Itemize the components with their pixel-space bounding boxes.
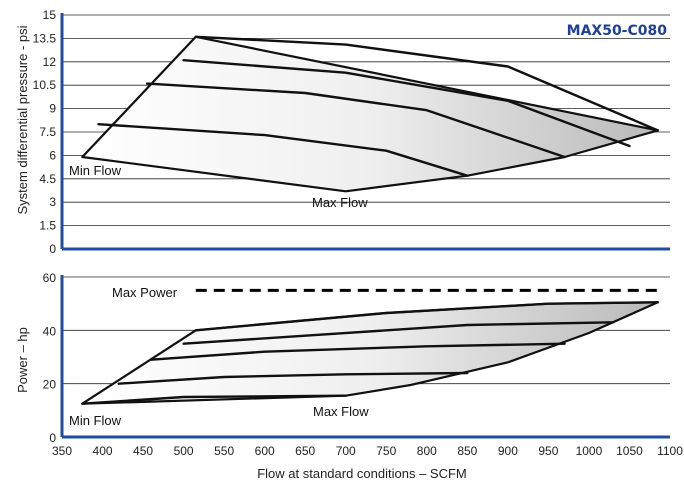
x-tick-label: 900 <box>498 444 518 458</box>
x-tick-label: 1100 <box>657 444 683 458</box>
pressure-y-tick-label: 4.5 <box>39 172 56 186</box>
x-tick-label: 600 <box>255 444 275 458</box>
max-power-label: Max Power <box>112 285 178 300</box>
x-tick-label: 950 <box>538 444 558 458</box>
x-tick-label: 700 <box>336 444 356 458</box>
pressure-y-tick-label: 7.5 <box>39 125 56 139</box>
power-max-flow-label: Max Flow <box>313 404 369 419</box>
pressure-y-tick-label: 0 <box>49 242 56 256</box>
power-axes <box>60 275 670 439</box>
pressure-curve-2 <box>145 82 566 159</box>
power-x-ticks: 350 400 450 500 550 600 650 700 750 800 850 900 950 1… <box>52 444 683 458</box>
power-y-ticks: 0 20 40 60 <box>43 271 57 445</box>
x-tick-label: 1000 <box>576 444 603 458</box>
power-curve-2 <box>117 371 469 385</box>
power-envelope-area <box>81 301 659 405</box>
power-curve-4 <box>182 321 615 345</box>
x-tick-label: 850 <box>457 444 477 458</box>
pressure-max-flow-label: Max Flow <box>312 195 368 210</box>
power-envelope <box>81 301 659 405</box>
pressure-curve-4 <box>194 35 659 132</box>
x-tick-label: 1050 <box>616 444 643 458</box>
x-tick-label: 500 <box>174 444 194 458</box>
power-min-flow-label: Min Flow <box>69 413 122 428</box>
pressure-curve-1 <box>97 123 469 177</box>
pressure-y-axis-title: System differential pressure - psi <box>15 25 30 214</box>
pressure-y-ticks: 0 1.5 3 4.5 6 7.5 9 10.5 12 13.5 15 <box>33 8 57 256</box>
pressure-min-flow-label: Min Flow <box>69 163 122 178</box>
pressure-y-tick-label: 13.5 <box>33 31 57 45</box>
pressure-y-tick-label: 9 <box>49 102 56 116</box>
x-tick-label: 650 <box>295 444 315 458</box>
power-y-tick-label: 60 <box>43 271 57 285</box>
power-y-tick-label: 0 <box>49 431 56 445</box>
power-curve-3 <box>150 342 566 361</box>
x-tick-label: 550 <box>214 444 234 458</box>
model-label: MAX50-C080 <box>567 23 668 39</box>
power-curve-5 <box>194 301 659 332</box>
pressure-y-tick-label: 6 <box>49 148 56 162</box>
power-y-tick-label: 20 <box>43 378 57 392</box>
power-chart: 0 20 40 60 350 400 450 500 550 600 650 700 750 800 85… <box>15 271 683 481</box>
pressure-envelope-area <box>81 35 659 193</box>
x-tick-label: 800 <box>417 444 437 458</box>
pressure-chart: 0 1.5 3 4.5 6 7.5 9 10.5 12 13.5 15 MAX50-C080 Min… <box>15 8 670 256</box>
x-tick-label: 750 <box>376 444 396 458</box>
pressure-axes <box>60 13 670 251</box>
pressure-series-group <box>97 35 659 177</box>
pressure-envelope <box>81 35 659 193</box>
pressure-curve-3 <box>182 59 631 148</box>
x-tick-label: 400 <box>93 444 113 458</box>
pressure-y-tick-label: 15 <box>43 8 57 22</box>
power-y-tick-label: 40 <box>43 324 57 338</box>
x-tick-label: 350 <box>52 444 72 458</box>
power-curve-1 <box>81 394 347 405</box>
pressure-y-tick-label: 10.5 <box>33 78 57 92</box>
power-y-axis-title: Power – hp <box>15 327 30 393</box>
x-tick-label: 450 <box>133 444 153 458</box>
pressure-y-tick-label: 3 <box>49 195 56 209</box>
power-series-group <box>81 301 659 405</box>
x-axis-title: Flow at standard conditions – SCFM <box>257 466 467 481</box>
pressure-y-tick-label: 12 <box>43 55 57 69</box>
pressure-y-tick-label: 1.5 <box>39 219 56 233</box>
